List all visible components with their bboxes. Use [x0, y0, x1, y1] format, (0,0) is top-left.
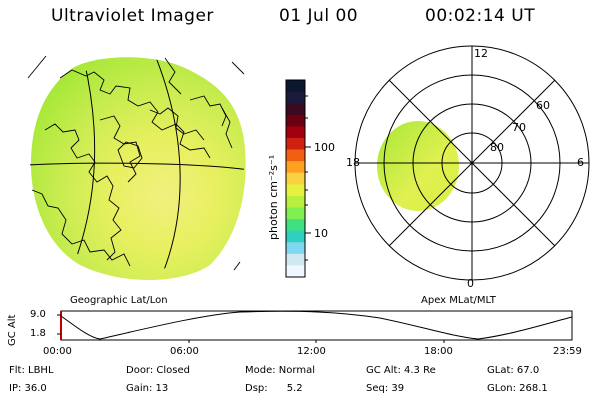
alt-xtick-1200: 12:00 — [297, 346, 326, 357]
status-door: Door: Closed — [126, 365, 191, 376]
colorbar-stripe — [286, 114, 305, 127]
colorbar-tick-10: 10 — [314, 227, 328, 240]
colorbar — [285, 79, 311, 278]
colorbar-gradient — [286, 80, 305, 278]
colorbar-stripe — [286, 161, 305, 174]
colorbar-stripe — [286, 230, 305, 243]
colorbar-stripe — [286, 242, 305, 255]
mlt-label-0: 0 — [467, 277, 474, 290]
alt-xtick-2359: 23:59 — [553, 346, 582, 357]
lat-label-60: 60 — [536, 99, 550, 112]
colorbar-stripe — [286, 103, 305, 116]
status-glon: GLon: 268.1 — [487, 383, 548, 394]
colorbar-stripe — [286, 195, 305, 209]
instrument-title: Ultraviolet Imager — [51, 6, 214, 26]
polar-plot-label: Apex MLat/MLT — [421, 295, 496, 306]
colorbar-stripe — [286, 184, 305, 197]
colorbar-stripe — [286, 253, 305, 267]
alt-xtick-1800: 18:00 — [424, 346, 453, 357]
status-glat: GLat: 67.0 — [487, 365, 540, 376]
time-label: 00:02:14 UT — [425, 6, 536, 26]
colorbar-stripe — [286, 149, 305, 162]
status-mode: Mode: Normal — [245, 365, 315, 376]
lat-label-70: 70 — [512, 121, 526, 134]
colorbar-stripe — [286, 137, 305, 151]
status-filter: Flt: LBHL — [9, 365, 54, 376]
mlt-label-18: 18 — [346, 156, 360, 169]
geographic-image — [27, 55, 246, 280]
alt-ylabel: GC Alt — [7, 314, 18, 346]
uv-image-disc — [30, 57, 246, 280]
status-gc-alt: GC Alt: 4.3 Re — [366, 365, 436, 376]
lat-label-80: 80 — [490, 141, 504, 154]
polar-plot — [354, 45, 590, 281]
alt-ytick-9: 9.0 — [30, 309, 46, 320]
status-dsp: Dsp: 5.2 — [245, 383, 303, 394]
status-gain: Gain: 13 — [126, 383, 169, 394]
colorbar-stripe — [286, 172, 305, 185]
mlt-label-6: 6 — [577, 156, 584, 169]
colorbar-unit-label: photon cm⁻²s⁻¹ — [267, 154, 280, 240]
colorbar-stripe — [286, 219, 305, 232]
altitude-curve — [60, 310, 573, 340]
polar-uv-oval — [377, 121, 459, 211]
geo-map-label: Geographic Lat/Lon — [70, 295, 168, 306]
colorbar-stripe — [286, 80, 305, 93]
alt-xtick-0600: 06:00 — [170, 346, 199, 357]
date-label: 01 Jul 00 — [279, 6, 359, 26]
geo-grid — [30, 58, 244, 272]
colorbar-stripe — [286, 91, 305, 104]
mlt-label-12: 12 — [474, 47, 488, 60]
colorbar-stripe — [286, 207, 305, 220]
colorbar-stripe — [286, 265, 305, 278]
status-seq: Seq: 39 — [366, 383, 405, 394]
colorbar-stripe — [286, 126, 305, 139]
status-ip: IP: 36.0 — [9, 383, 47, 394]
altitude-plot — [57, 310, 573, 343]
alt-ytick-1.8: 1.8 — [30, 328, 46, 339]
alt-xtick-0000: 00:00 — [43, 346, 72, 357]
colorbar-tick-100: 100 — [314, 141, 335, 154]
coastlines — [27, 55, 245, 271]
